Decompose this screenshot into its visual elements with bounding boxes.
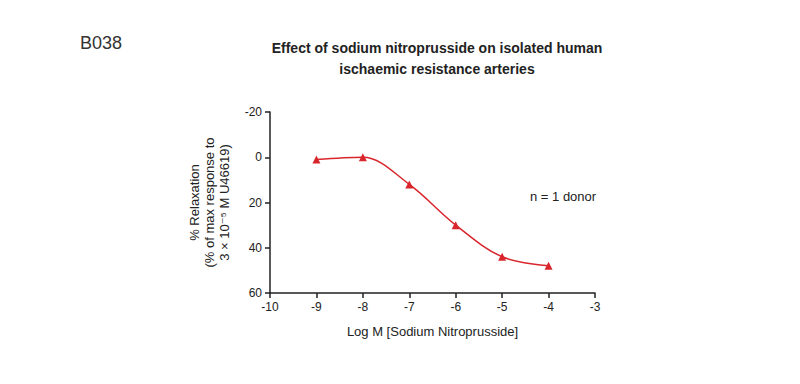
svg-text:-6: -6 xyxy=(450,300,461,314)
svg-text:B038: B038 xyxy=(80,33,122,53)
svg-text:0: 0 xyxy=(255,150,262,164)
svg-text:-3: -3 xyxy=(590,300,601,314)
svg-text:-8: -8 xyxy=(358,300,369,314)
svg-text:-4: -4 xyxy=(543,300,554,314)
svg-text:-5: -5 xyxy=(497,300,508,314)
svg-text:-9: -9 xyxy=(311,300,322,314)
svg-text:3 × 10⁻⁵ M U46619): 3 × 10⁻⁵ M U46619) xyxy=(217,144,232,261)
svg-text:-20: -20 xyxy=(245,105,263,119)
svg-text:-10: -10 xyxy=(261,300,279,314)
svg-text:60: 60 xyxy=(249,286,263,300)
svg-text:Effect of sodium nitroprusside: Effect of sodium nitroprusside on isolat… xyxy=(272,40,603,56)
svg-text:40: 40 xyxy=(249,241,263,255)
svg-text:Log M [Sodium Nitroprusside]: Log M [Sodium Nitroprusside] xyxy=(347,324,518,339)
svg-text:ischaemic resistance arteries: ischaemic resistance arteries xyxy=(339,61,535,77)
svg-text:(% of max response to: (% of max response to xyxy=(202,137,217,267)
svg-text:20: 20 xyxy=(249,196,263,210)
svg-text:n = 1 donor: n = 1 donor xyxy=(530,189,597,204)
svg-text:% Relaxation: % Relaxation xyxy=(187,164,202,241)
svg-text:-7: -7 xyxy=(404,300,415,314)
